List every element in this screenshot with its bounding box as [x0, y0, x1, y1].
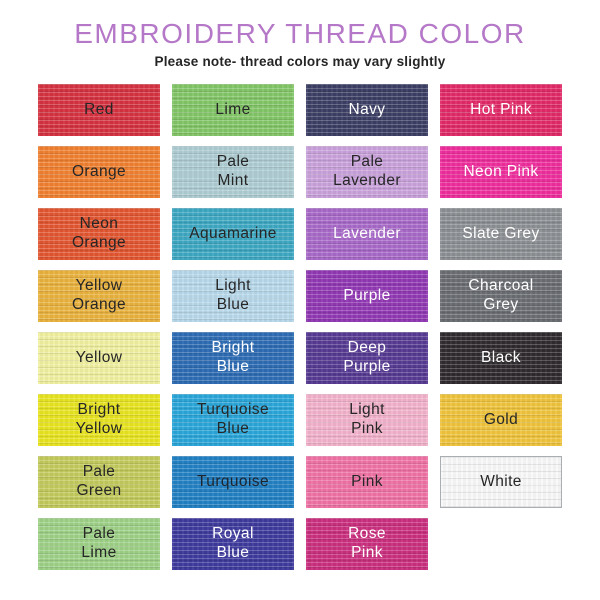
swatch-slate-grey: Slate Grey [440, 208, 562, 260]
swatch-label: Slate Grey [462, 224, 540, 242]
swatch-red: Red [38, 84, 160, 136]
swatch-deep-purple: Deep Purple [306, 332, 428, 384]
swatch-neon-orange: Neon Orange [38, 208, 160, 260]
swatch-pale-lavender: Pale Lavender [306, 146, 428, 198]
swatch-label: Gold [483, 410, 519, 428]
swatch-label: Bright Yellow [75, 401, 123, 437]
swatch-label: Lime [215, 100, 251, 118]
swatch-label: White [480, 472, 522, 490]
swatch-label: Deep Purple [343, 339, 391, 375]
swatch-label: Charcoal Grey [468, 277, 534, 313]
swatch-rose-pink: Rose Pink [306, 518, 428, 570]
swatch-lime: Lime [172, 84, 294, 136]
swatch-label: Yellow [75, 348, 123, 366]
swatch-label: Pale Lime [81, 525, 117, 561]
page-title: EMBROIDERY THREAD COLOR [74, 18, 526, 49]
swatch-pale-lime: Pale Lime [38, 518, 160, 570]
swatch-label: Hot Pink [470, 100, 532, 118]
swatch-black: Black [440, 332, 562, 384]
swatch-charcoal-grey: Charcoal Grey [440, 270, 562, 322]
swatch-neon-pink: Neon Pink [440, 146, 562, 198]
swatch-aquamarine: Aquamarine [172, 208, 294, 260]
swatch-purple: Purple [306, 270, 428, 322]
swatch-label: Pale Green [76, 463, 122, 499]
swatch-label: Black [481, 348, 521, 366]
swatch-label: Pale Mint [216, 153, 250, 189]
swatch-royal-blue: Royal Blue [172, 518, 294, 570]
swatch-navy: Navy [306, 84, 428, 136]
swatch-bright-yellow: Bright Yellow [38, 394, 160, 446]
swatch-label: Rose Pink [348, 525, 386, 561]
swatch-turquoise: Turquoise [172, 456, 294, 508]
swatch-label: Neon Orange [71, 215, 127, 251]
swatch-label: Neon Pink [463, 162, 539, 180]
swatch-label: Orange [71, 162, 127, 180]
swatch-white: White [440, 456, 562, 508]
swatch-label: Turquoise [197, 472, 269, 490]
swatch-label: Turquoise Blue [197, 401, 269, 437]
swatch-turquoise-blue: Turquoise Blue [172, 394, 294, 446]
swatch-label: Bright Blue [211, 339, 255, 375]
swatch-pale-green: Pale Green [38, 456, 160, 508]
swatch-label: Pink [351, 472, 383, 490]
swatch-label: Yellow Orange [71, 277, 127, 313]
swatch-grid: Red Lime Navy Hot Pink Orange Pale Mint Pale L… [38, 84, 562, 570]
swatch-label: Purple [343, 286, 391, 304]
swatch-yellow: Yellow [38, 332, 160, 384]
swatch-label: Light Pink [349, 401, 385, 437]
swatch-label: Red [84, 100, 114, 118]
swatch-label: Aquamarine [189, 224, 277, 242]
swatch-label: Royal Blue [212, 525, 254, 561]
swatch-pale-mint: Pale Mint [172, 146, 294, 198]
swatch-bright-blue: Bright Blue [172, 332, 294, 384]
swatch-lavender: Lavender [306, 208, 428, 260]
swatch-orange: Orange [38, 146, 160, 198]
swatch-label: Navy [348, 100, 386, 118]
swatch-light-blue: Light Blue [172, 270, 294, 322]
swatch-light-pink: Light Pink [306, 394, 428, 446]
swatch-gold: Gold [440, 394, 562, 446]
swatch-label: Light Blue [215, 277, 251, 313]
swatch-label: Lavender [333, 224, 401, 242]
swatch-pink: Pink [306, 456, 428, 508]
swatch-hot-pink: Hot Pink [440, 84, 562, 136]
swatch-yellow-orange: Yellow Orange [38, 270, 160, 322]
page-subtitle: Please note- thread colors may vary slig… [154, 54, 446, 69]
chart-header: EMBROIDERY THREAD COLOR Please note- thr… [0, 0, 600, 71]
swatch-label: Pale Lavender [333, 153, 401, 189]
